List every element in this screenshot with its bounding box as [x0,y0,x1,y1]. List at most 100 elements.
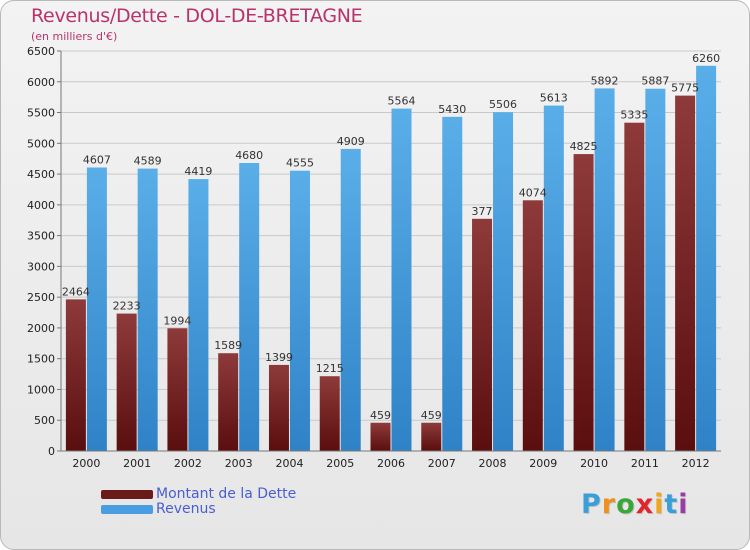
y-tick-label: 1000 [27,383,55,396]
bar-revenus [442,116,463,451]
x-tick-label: 2009 [529,457,557,470]
logo-letter: o [616,489,636,520]
legend: Montant de la Dette Revenus [101,487,296,517]
data-label: 4909 [337,135,365,148]
bar-revenus [493,112,514,452]
bar-revenus [543,105,564,451]
data-label: 1589 [214,339,242,352]
data-label: 1994 [163,314,191,327]
data-label: 377 [472,205,493,218]
bar-dette [624,122,645,451]
bar-revenus [86,167,107,451]
bar-revenus [340,148,361,451]
x-tick-label: 2005 [326,457,354,470]
x-tick-label: 2007 [428,457,456,470]
x-axis: 2000 2001 2002 2003 2004 2005 2006 2007 2008 2009… [61,450,721,470]
data-label: 5335 [620,109,648,122]
bar-dette [218,353,239,451]
x-tick-label: 2003 [225,457,253,470]
legend-label-revenus: Revenus [156,501,216,517]
x-tick-label: 2000 [72,457,100,470]
bar-dette [65,299,86,451]
y-tick-label: 3500 [27,230,55,243]
legend-swatch-revenus [101,505,153,514]
data-label: 459 [421,409,442,422]
y-tick-label: 3000 [27,260,55,273]
x-tick-label: 2002 [174,457,202,470]
data-label: 4555 [286,157,314,170]
data-label: 6260 [692,52,720,65]
logo-letter: i [678,489,689,520]
bar-dette [167,328,188,451]
logo-letter: i [654,489,665,520]
data-label: 2233 [113,300,141,313]
proxiti-logo: Proxiti [581,489,689,520]
y-tick-label: 4500 [27,168,55,181]
data-label: 4589 [134,155,162,168]
y-tick-label: 6500 [27,45,55,58]
logo-letter: P [581,489,602,520]
bar-revenus [188,179,209,452]
y-tick-label: 500 [34,414,55,427]
bar-revenus [239,163,260,451]
data-label: 5564 [388,95,416,108]
y-tick-label: 0 [48,445,55,458]
data-labels: 2464 4607 2233 4589 1994 4419 1589 4680 1399 4555… [62,52,720,422]
bar-dette [421,422,442,451]
y-tick-label: 5000 [27,137,55,150]
y-tick-label: 2500 [27,291,55,304]
data-label: 5613 [540,92,568,105]
x-tick-label: 2012 [682,457,710,470]
legend-label-dette: Montant de la Dette [156,486,297,502]
legend-swatch-dette [101,490,153,499]
bar-dette [319,376,340,451]
bar-dette [268,364,289,451]
bar-revenus [645,88,666,451]
data-label: 4825 [570,140,598,153]
data-label: 459 [370,409,391,422]
logo-letter: t [664,489,679,520]
data-label: 2464 [62,285,90,298]
legend-item-dette: Montant de la Dette [101,487,296,502]
data-label: 4607 [83,153,111,166]
bars [65,65,717,452]
data-label: 1215 [316,362,344,375]
y-tick-label: 2000 [27,322,55,335]
legend-item-revenus: Revenus [101,502,296,517]
logo-letter: x [635,489,655,520]
data-label: 5430 [438,103,466,116]
data-label: 5506 [489,98,517,111]
x-tick-label: 2001 [123,457,151,470]
data-label: 4419 [184,165,212,178]
x-tick-label: 2006 [377,457,405,470]
data-label: 4680 [235,149,263,162]
y-axis: 0 500 1000 1500 2000 2500 3000 3500 4000 4500 5000… [27,45,62,458]
bar-dette [472,218,493,451]
bar-dette [522,200,543,451]
y-tick-label: 1500 [27,353,55,366]
chart-title: Revenus/Dette - DOL-DE-BRETAGNE [31,5,363,27]
bar-dette [675,95,696,451]
bar-dette [116,313,137,451]
x-tick-label: 2010 [580,457,608,470]
bar-revenus [289,170,310,451]
data-label: 5887 [641,75,669,88]
y-tick-label: 6000 [27,76,55,89]
bar-revenus [696,65,717,452]
x-tick-label: 2011 [631,457,659,470]
bar-revenus [137,168,158,451]
y-tick-label: 4000 [27,199,55,212]
x-tick-label: 2008 [479,457,507,470]
data-label: 5892 [591,74,619,87]
x-tick-label: 2004 [275,457,303,470]
bar-revenus [391,108,412,451]
data-label: 4074 [519,186,547,199]
bar-dette [370,422,391,451]
data-label: 1399 [265,351,293,364]
data-label: 5775 [671,82,699,95]
y-tick-label: 5500 [27,107,55,120]
logo-letter: r [601,489,617,520]
bar-dette [573,154,594,452]
